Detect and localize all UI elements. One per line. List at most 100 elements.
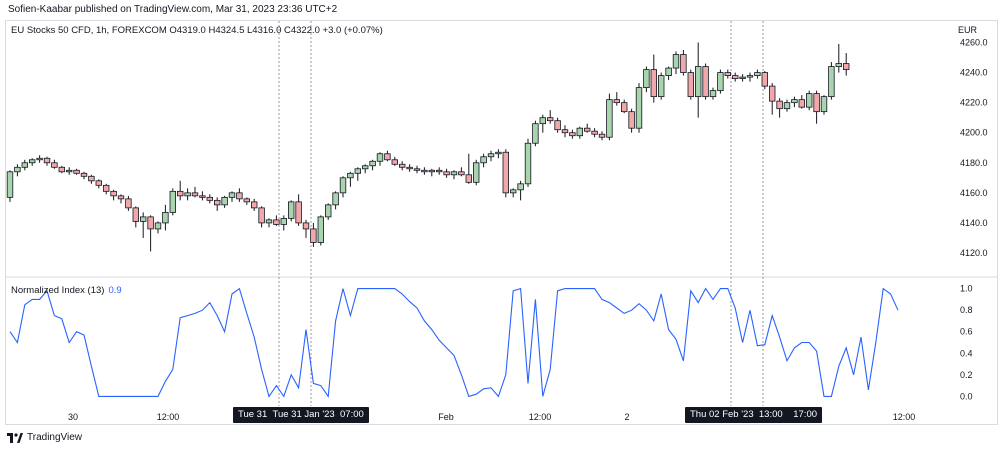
candle-body [702, 66, 709, 98]
candle-body [635, 87, 643, 129]
candle-body [361, 165, 369, 170]
candle-body [591, 130, 598, 135]
candle-body [73, 169, 80, 174]
price-axis-tick: 4120.0 [960, 248, 988, 258]
candle-body [206, 196, 213, 201]
candle-body [576, 127, 583, 137]
candle-body [502, 151, 509, 194]
candle-body [672, 54, 680, 69]
candle-body [176, 190, 184, 197]
candle-body [480, 156, 487, 164]
time-axis-tick: 30 [68, 412, 78, 422]
candle-body [317, 216, 324, 243]
candle-body [354, 168, 361, 174]
candle-body [132, 207, 139, 222]
candle-body [798, 99, 805, 108]
price-axis-tick: 4140.0 [960, 218, 988, 228]
publisher-info: Sofien-Kaabar published on TradingView.c… [8, 4, 338, 15]
time-axis-tick: 12:00 [893, 412, 916, 422]
candle-body [524, 142, 532, 185]
candle-body [413, 168, 421, 171]
index-axis-tick: 1.0 [960, 284, 973, 294]
candle-body [569, 132, 576, 137]
tradingview-brand: TradingView [27, 432, 83, 443]
time-axis-tick: 12:00 [157, 412, 180, 422]
candle-body [547, 117, 554, 122]
candle-body [776, 100, 783, 110]
candle-body [554, 120, 561, 131]
candle-body [472, 162, 480, 183]
candle-body [376, 153, 384, 162]
candle-body [687, 72, 694, 98]
candle-body [162, 211, 169, 224]
candle-body [339, 177, 347, 194]
candle-body [95, 180, 102, 186]
candle-body [606, 99, 613, 138]
candle-body [709, 90, 717, 98]
candle-body [369, 160, 376, 167]
candle-body [465, 174, 472, 183]
price-axis-tick: 4260.0 [960, 38, 988, 48]
candle-body [391, 159, 398, 165]
candle-body [665, 67, 672, 76]
candle-body [495, 151, 502, 155]
candle-body [236, 192, 243, 200]
candle-body [273, 219, 280, 225]
candle-body [117, 195, 125, 200]
indicator-legend[interactable]: Normalized Index (13) 0.9 [11, 285, 122, 296]
candle-body [732, 75, 739, 79]
candle-body [806, 93, 813, 108]
candle-body [458, 171, 465, 176]
candle-body [324, 204, 332, 218]
tradingview-logo-icon [7, 432, 23, 443]
candle-body [80, 172, 88, 177]
tradingview-footer[interactable]: TradingView [7, 432, 82, 443]
candle-body [813, 93, 820, 113]
candle-body [739, 76, 746, 79]
candle-body [228, 192, 236, 198]
candle-body [561, 129, 569, 134]
index-axis-tick: 0.0 [960, 391, 973, 401]
index-axis-tick: 0.4 [960, 348, 973, 358]
candle-body [154, 222, 162, 230]
index-axis-tick: 0.8 [960, 305, 973, 315]
candle-body [783, 102, 791, 110]
candle-body [332, 192, 339, 206]
candle-body [532, 123, 539, 144]
candle-body [6, 171, 14, 198]
candle-body [66, 169, 73, 173]
candle-body [51, 162, 58, 168]
candle-body [191, 192, 199, 197]
symbol-legend[interactable]: EU Stocks 50 CFD, 1h, FOREXCOM O4319.0 H… [11, 25, 383, 36]
candle-body [125, 198, 132, 209]
candle-body [213, 199, 221, 206]
candle-body [598, 133, 606, 138]
candle-body [384, 153, 391, 161]
candle-body [628, 111, 635, 129]
candle-body [243, 198, 250, 203]
price-axis-tick: 4240.0 [960, 68, 988, 78]
candle-body [139, 216, 147, 222]
candle-body [103, 184, 110, 192]
candle-body [28, 159, 36, 164]
candle-body [517, 183, 524, 191]
candle-body [769, 85, 776, 102]
candle-body [428, 169, 435, 173]
candle-body [21, 162, 28, 168]
candle-body [280, 217, 287, 225]
currency-label: EUR [958, 25, 978, 35]
candle-body [406, 166, 413, 170]
time-axis-tick: Feb [438, 412, 454, 422]
candle-body [613, 99, 620, 104]
candle-body [435, 169, 443, 173]
candle-body [539, 117, 546, 125]
candle-body [43, 157, 51, 164]
candle-body [828, 66, 835, 98]
price-axis-tick: 4180.0 [960, 158, 988, 168]
candle-body [199, 195, 206, 198]
candle-body [302, 222, 310, 230]
candle-body [695, 66, 702, 98]
indicator-value: 0.9 [108, 285, 122, 296]
candle-body [88, 175, 95, 182]
